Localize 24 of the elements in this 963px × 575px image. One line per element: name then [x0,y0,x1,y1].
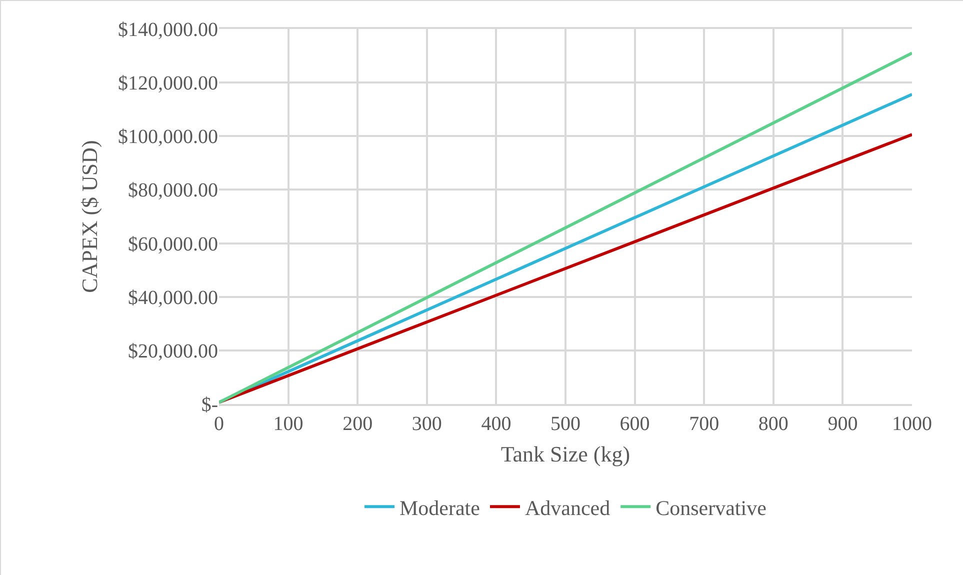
x-tick-label: 900 [828,413,858,435]
x-tick-label: 0 [214,413,224,435]
x-tick-label: 100 [273,413,304,435]
x-tick-label: 700 [689,413,720,435]
y-axis-title: CAPEX ($ USD) [76,140,102,293]
y-tick-label: $40,000.00 [128,286,218,309]
legend-label: Advanced [524,496,611,520]
x-tick-label: 300 [412,413,442,435]
x-tick-label: 500 [550,413,580,435]
x-axis-title: Tank Size (kg) [500,441,630,466]
y-tick-label: $60,000.00 [128,233,218,256]
y-tick-label: $120,000.00 [118,72,218,95]
y-tick-label: $- [201,394,218,416]
x-tick-label: 800 [758,413,788,435]
legend-label: Moderate [400,496,480,520]
x-tick-label: 400 [481,413,512,435]
y-tick-label: $20,000.00 [128,340,218,362]
x-tick-label: 200 [342,413,373,435]
y-tick-label: $140,000.00 [118,19,218,41]
x-tick-label: 600 [620,413,650,435]
y-tick-label: $100,000.00 [118,126,218,148]
legend-label: Conservative [656,496,766,520]
x-tick-label: 1000 [892,413,932,435]
y-tick-label: $80,000.00 [128,180,218,202]
